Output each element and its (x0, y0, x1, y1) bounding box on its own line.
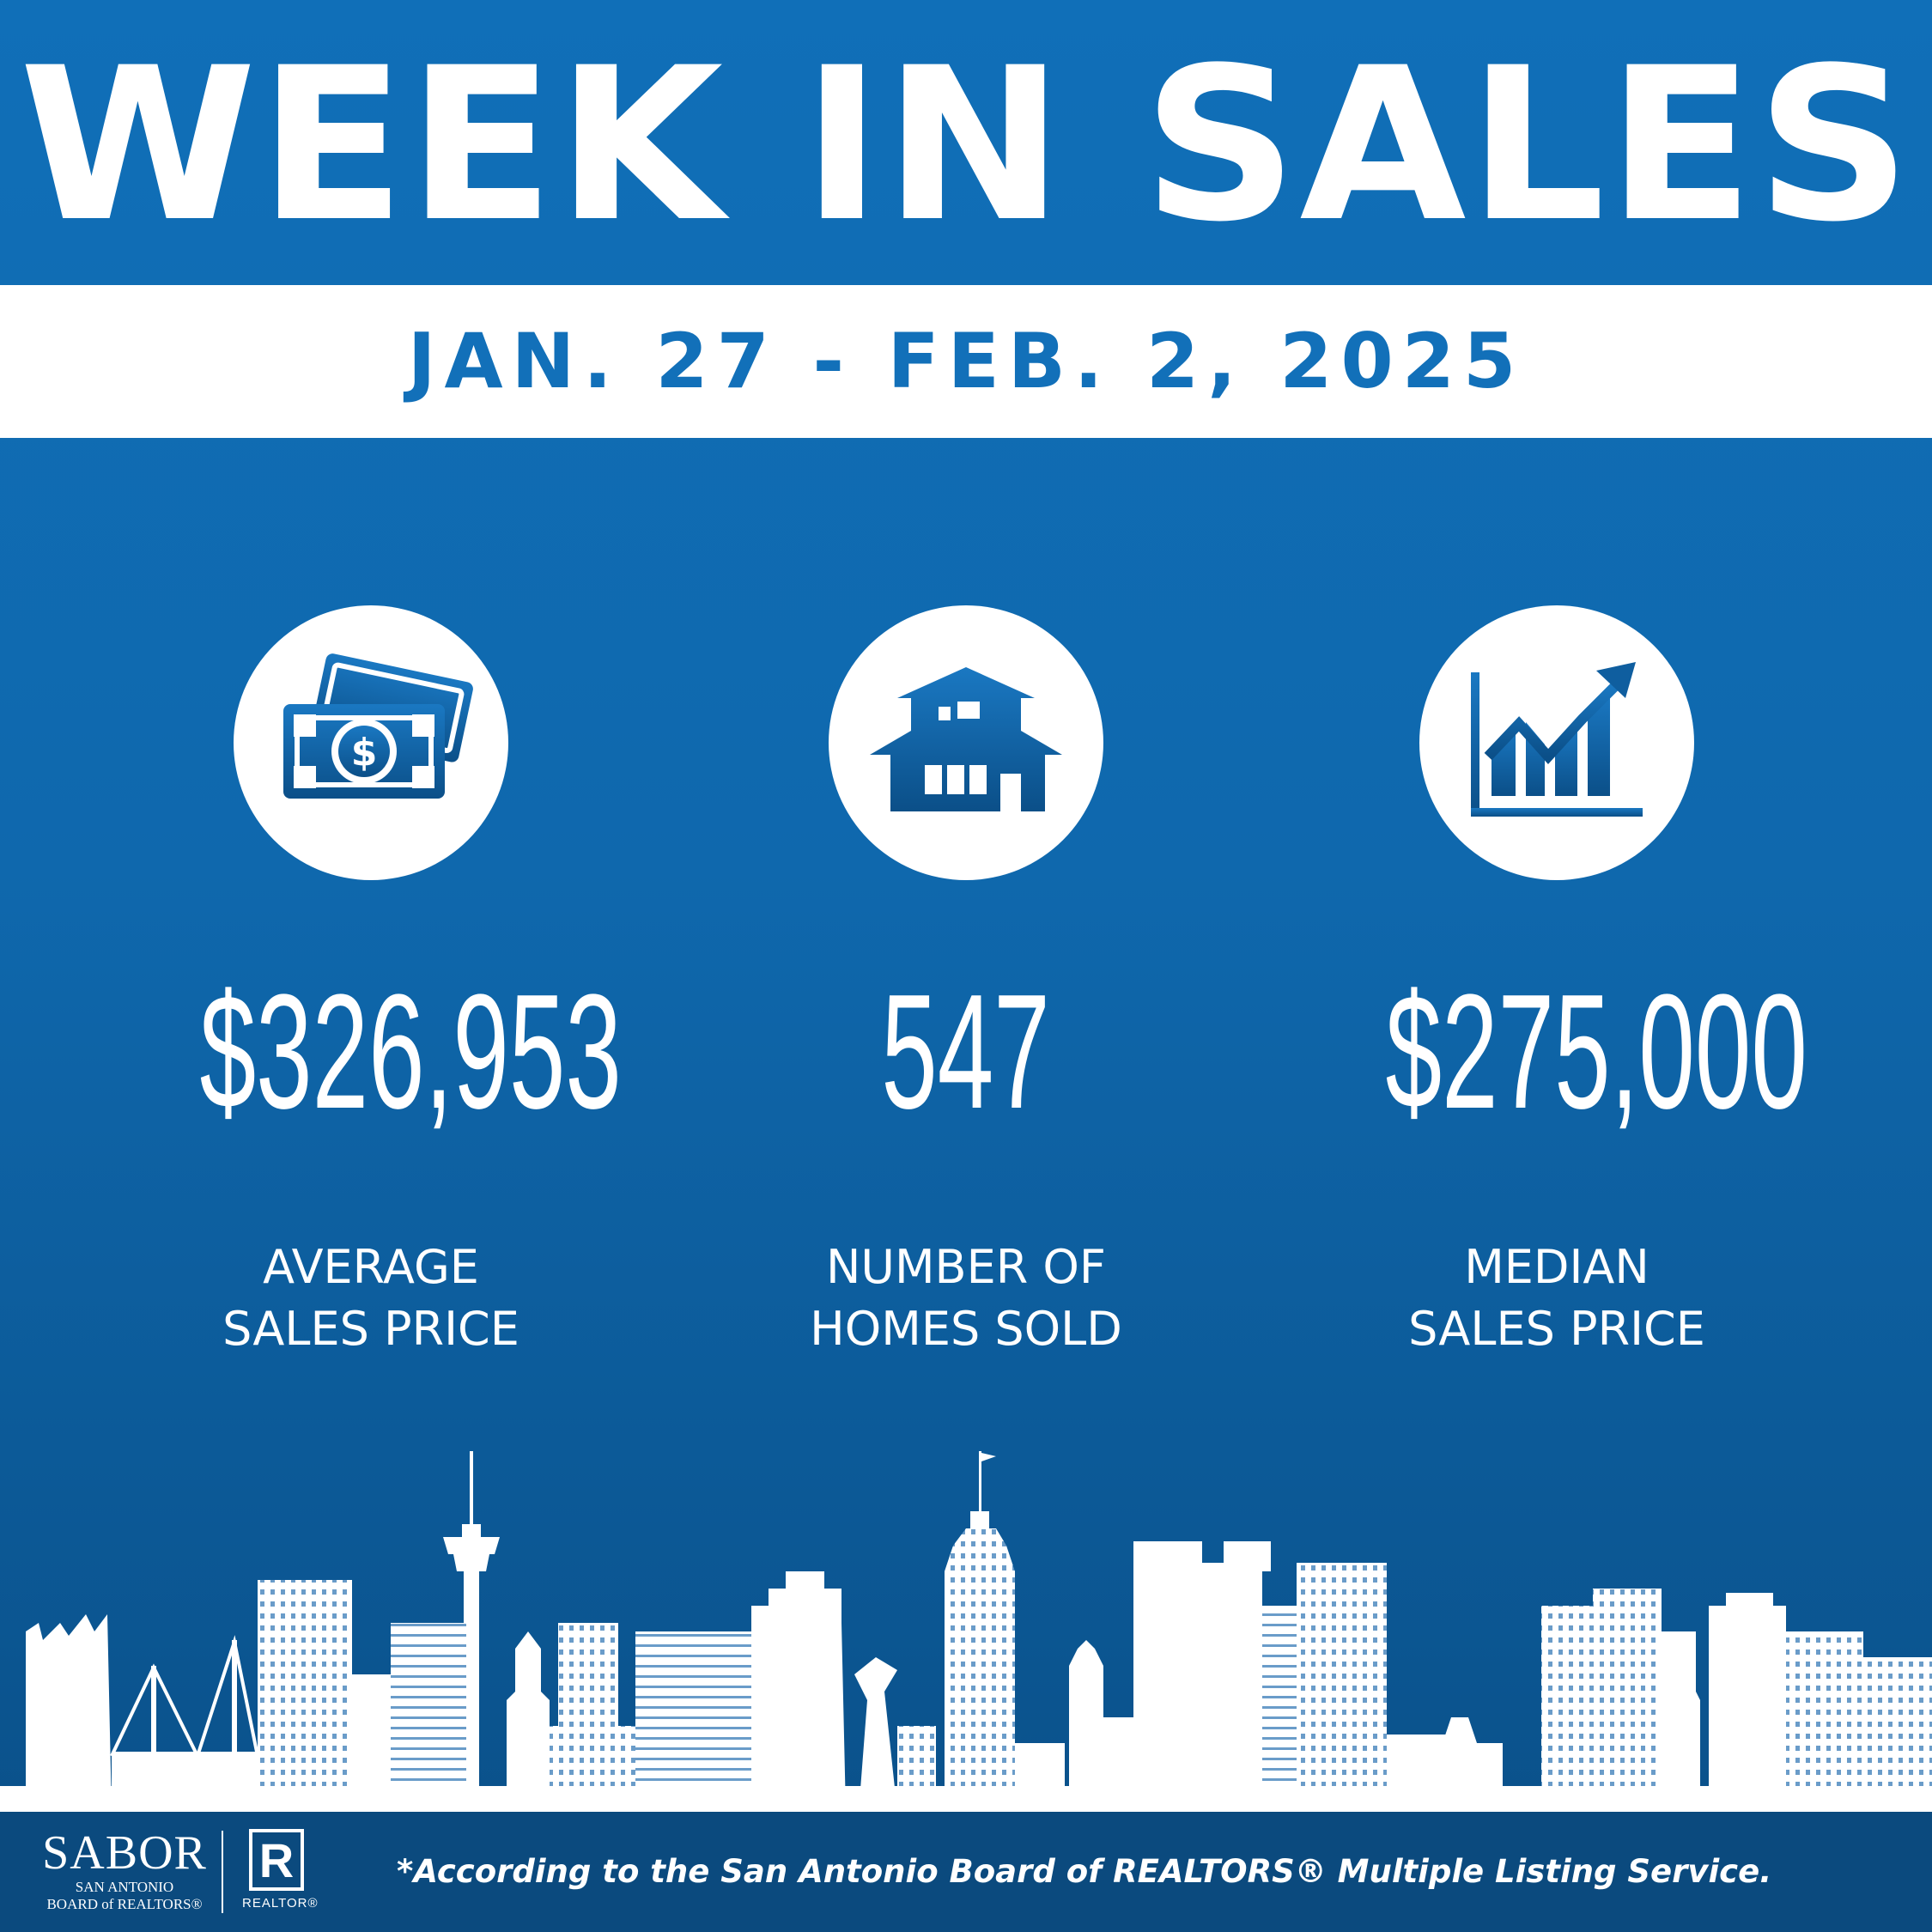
disclaimer-text: *According to the San Antonio Board of R… (397, 1853, 1772, 1890)
median-sales-price-label: MEDIAN SALES PRICE (1408, 1240, 1705, 1356)
homes-sold-label: NUMBER OF HOMES SOLD (810, 1240, 1122, 1356)
average-sales-price-label: AVERAGE SALES PRICE (222, 1240, 519, 1356)
money-icon-circle: $ (234, 605, 508, 880)
house-icon (870, 667, 1062, 811)
sabor-logo: SABOR SAN ANTONIO BOARD of REALTORS® (34, 1827, 215, 1917)
svg-text:$: $ (351, 731, 378, 775)
homes-sold-value: 547 (881, 961, 1051, 1143)
growth-chart-icon-circle (1419, 605, 1694, 880)
growth-chart-icon (1471, 662, 1643, 817)
date-range: JAN. 27 - FEB. 2, 2025 (407, 317, 1525, 405)
house-icon-circle (829, 605, 1103, 880)
median-sales-price-value: $275,000 (1385, 961, 1807, 1143)
realtor-r-mark: R (249, 1829, 304, 1891)
money-icon: $ (283, 653, 473, 799)
city-skyline-illustration (0, 1451, 1932, 1812)
footer-bar: SABOR SAN ANTONIO BOARD of REALTORS® R R… (0, 1812, 1932, 1932)
realtor-logo: R REALTOR® (242, 1829, 319, 1918)
realtor-wordmark: REALTOR® (242, 1896, 319, 1911)
logo-divider (222, 1831, 223, 1913)
average-sales-price-value: $326,953 (199, 961, 622, 1143)
date-band: JAN. 27 - FEB. 2, 2025 (0, 285, 1932, 438)
sabor-wordmark: SABOR (42, 1826, 207, 1880)
sabor-subtitle: SAN ANTONIO BOARD of REALTORS® (46, 1879, 203, 1912)
page-title: WEEK IN SALES (19, 23, 1913, 269)
